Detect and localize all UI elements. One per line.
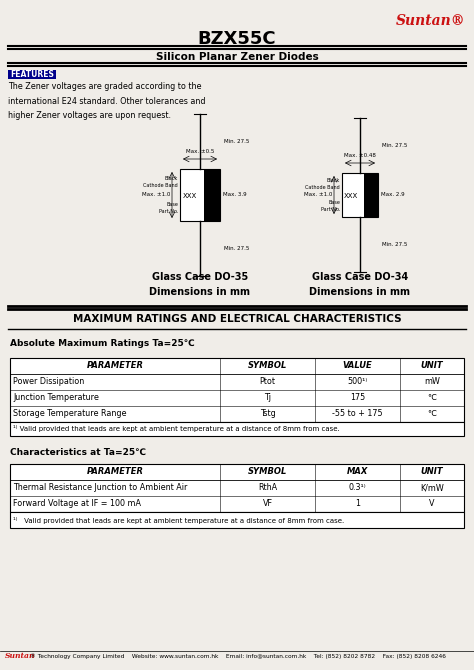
Text: 175: 175: [350, 393, 365, 403]
Text: Min. 27.5: Min. 27.5: [382, 242, 407, 247]
Text: 0.3¹⁾: 0.3¹⁾: [349, 484, 366, 492]
Text: -55 to + 175: -55 to + 175: [332, 409, 383, 419]
Text: Max. ±1.0: Max. ±1.0: [142, 192, 170, 198]
Text: SYMBOL: SYMBOL: [248, 468, 287, 476]
Bar: [10, 512, 464, 528]
Text: Suntan®: Suntan®: [395, 14, 465, 28]
Bar: [204, 169, 220, 221]
Text: Min. 27.5: Min. 27.5: [224, 139, 249, 144]
Text: UNIT: UNIT: [421, 468, 443, 476]
Text: XXX: XXX: [183, 193, 197, 199]
Text: Black
Cathode Band: Black Cathode Band: [143, 176, 178, 188]
Bar: [10, 358, 464, 422]
Text: Glass Case DO-35
Dimensions in mm: Glass Case DO-35 Dimensions in mm: [149, 272, 250, 297]
Text: Junction Temperature: Junction Temperature: [13, 393, 99, 403]
Bar: [364, 173, 378, 217]
Text: BZX55C: BZX55C: [198, 30, 276, 48]
Text: PARAMETER: PARAMETER: [86, 468, 144, 476]
Text: Min. 27.5: Min. 27.5: [382, 143, 407, 148]
Text: Silicon Planar Zener Diodes: Silicon Planar Zener Diodes: [155, 52, 319, 62]
Bar: [10, 464, 464, 512]
Text: 500¹⁾: 500¹⁾: [347, 377, 368, 387]
Text: XXX: XXX: [344, 193, 358, 199]
Text: ℃: ℃: [428, 409, 437, 419]
Text: PARAMETER: PARAMETER: [86, 362, 144, 371]
Text: Max. 2.9: Max. 2.9: [381, 192, 405, 198]
Text: Thermal Resistance Junction to Ambient Air: Thermal Resistance Junction to Ambient A…: [13, 484, 187, 492]
Text: UNIT: UNIT: [421, 362, 443, 371]
Text: 1: 1: [355, 500, 360, 509]
Text: Base
Part No.: Base Part No.: [320, 200, 340, 212]
Text: Forward Voltage at IF = 100 mA: Forward Voltage at IF = 100 mA: [13, 500, 141, 509]
Text: MAXIMUM RATINGS AND ELECTRICAL CHARACTERISTICS: MAXIMUM RATINGS AND ELECTRICAL CHARACTER…: [73, 314, 401, 324]
Text: FEATURES: FEATURES: [10, 70, 54, 79]
Text: Max. 3.9: Max. 3.9: [223, 192, 246, 198]
Text: Suntan: Suntan: [5, 652, 36, 660]
Text: ℃: ℃: [428, 393, 437, 403]
Text: Tj: Tj: [264, 393, 271, 403]
Text: Tstg: Tstg: [260, 409, 275, 419]
Text: Power Dissipation: Power Dissipation: [13, 377, 84, 387]
Text: Storage Temperature Range: Storage Temperature Range: [13, 409, 127, 419]
Bar: [8, 70, 56, 79]
Text: VF: VF: [263, 500, 273, 509]
Text: ¹⁾   Valid provided that leads are kept at ambient temperature at a distance of : ¹⁾ Valid provided that leads are kept at…: [13, 517, 344, 523]
Text: Absolute Maximum Ratings Ta=25℃: Absolute Maximum Ratings Ta=25℃: [10, 339, 195, 348]
Text: Max. ±1.0: Max. ±1.0: [304, 192, 332, 198]
Text: VALUE: VALUE: [343, 362, 373, 371]
Text: RthA: RthA: [258, 484, 277, 492]
Text: K/mW: K/mW: [420, 484, 444, 492]
Text: ® Technology Company Limited    Website: www.suntan.com.hk    Email: info@suntan: ® Technology Company Limited Website: ww…: [30, 653, 446, 659]
Bar: [180, 169, 220, 221]
Text: MAX: MAX: [347, 468, 368, 476]
Text: ¹⁾ Valid provided that leads are kept at ambient temperature at a distance of 8m: ¹⁾ Valid provided that leads are kept at…: [13, 425, 340, 433]
Text: Characteristics at Ta=25℃: Characteristics at Ta=25℃: [10, 448, 146, 457]
Text: Max. ±0.5: Max. ±0.5: [186, 149, 214, 154]
Text: mW: mW: [424, 377, 440, 387]
Bar: [342, 173, 378, 217]
Text: SYMBOL: SYMBOL: [248, 362, 287, 371]
Text: Min. 27.5: Min. 27.5: [224, 246, 249, 251]
Text: The Zener voltages are graded according to the
international E24 standard. Other: The Zener voltages are graded according …: [8, 82, 206, 120]
Bar: [10, 422, 464, 436]
Text: V: V: [429, 500, 435, 509]
Text: Max. ±0.48: Max. ±0.48: [344, 153, 376, 158]
Text: Ptot: Ptot: [259, 377, 275, 387]
Text: Black
Cathode Band: Black Cathode Band: [305, 178, 340, 190]
Text: Base
Part No.: Base Part No.: [159, 202, 178, 214]
Text: Glass Case DO-34
Dimensions in mm: Glass Case DO-34 Dimensions in mm: [310, 272, 410, 297]
